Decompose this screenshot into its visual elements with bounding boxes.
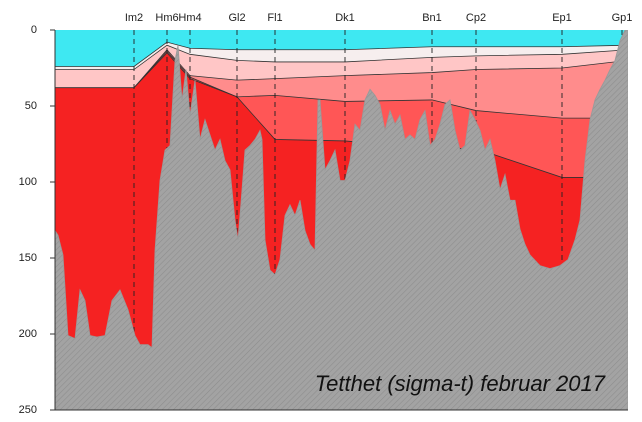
y-tick-label: 150: [19, 252, 37, 264]
station-label: Bn1: [422, 12, 442, 24]
plot-area: [55, 30, 628, 410]
seabed: [55, 30, 628, 410]
chart-title: Tetthet (sigma-t) februar 2017: [315, 371, 606, 396]
station-label: Gp1: [612, 12, 633, 24]
station-label: Fl1: [267, 12, 282, 24]
station-label: Cp2: [466, 12, 486, 24]
y-tick-label: 100: [19, 176, 37, 188]
y-tick-label: 0: [31, 24, 37, 36]
y-tick-label: 200: [19, 328, 37, 340]
station-label: Gl2: [228, 12, 245, 24]
y-tick-label: 50: [25, 100, 37, 112]
station-label: Hm4: [178, 12, 201, 24]
station-label: Dk1: [335, 12, 355, 24]
station-label: Im2: [125, 12, 143, 24]
y-tick-label: 250: [19, 404, 37, 416]
station-label: Hm6: [155, 12, 178, 24]
station-label: Ep1: [552, 12, 572, 24]
